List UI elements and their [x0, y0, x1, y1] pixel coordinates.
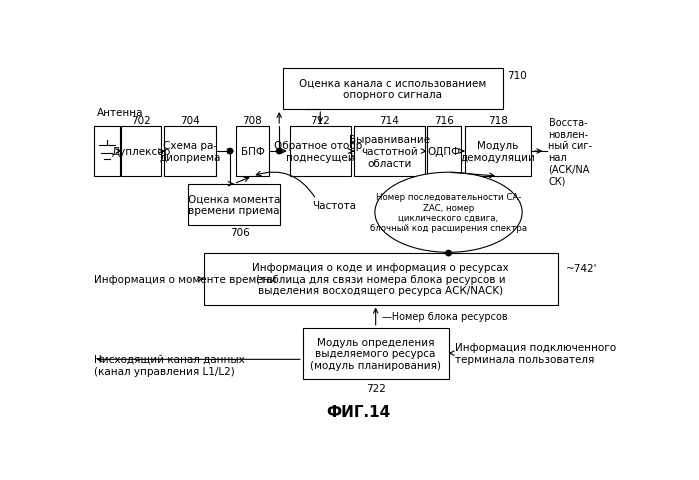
Text: —Номер блока ресурсов: —Номер блока ресурсов	[382, 312, 507, 322]
Circle shape	[446, 251, 452, 256]
Text: Схема ра-
диоприема: Схема ра- диоприема	[159, 141, 221, 163]
Ellipse shape	[375, 173, 522, 253]
Text: 712: 712	[310, 116, 330, 126]
Text: Информация о коде и информация о ресурсах
(таблица для связи номера блока ресурс: Информация о коде и информация о ресурса…	[252, 263, 509, 296]
Circle shape	[227, 149, 233, 155]
Text: Информация о моменте времени: Информация о моменте времени	[94, 274, 276, 284]
FancyBboxPatch shape	[188, 184, 280, 225]
Text: ОДПФ: ОДПФ	[427, 147, 461, 157]
Text: Восста-
новлен-
ный сиг-
нал
(АСК/NA
СК): Восста- новлен- ный сиг- нал (АСК/NA СК)	[549, 118, 593, 186]
FancyBboxPatch shape	[465, 127, 531, 177]
Text: Модуль определения
выделяемого ресурса
(модуль планирования): Модуль определения выделяемого ресурса (…	[310, 337, 441, 370]
FancyBboxPatch shape	[94, 127, 120, 177]
FancyBboxPatch shape	[122, 127, 161, 177]
FancyBboxPatch shape	[427, 127, 461, 177]
Text: Обратное отобр.
поднесущей: Обратное отобр. поднесущей	[275, 141, 366, 163]
Text: Оценка момента
времени приема: Оценка момента времени приема	[187, 194, 280, 216]
Text: 718: 718	[488, 116, 508, 126]
Text: Выравнивание
частотной
области: Выравнивание частотной области	[349, 135, 430, 168]
FancyBboxPatch shape	[164, 127, 216, 177]
Text: 716: 716	[434, 116, 454, 126]
FancyBboxPatch shape	[282, 68, 503, 110]
Text: Модуль
демодуляции: Модуль демодуляции	[461, 141, 535, 163]
Text: Дуплексор: Дуплексор	[112, 147, 171, 157]
FancyBboxPatch shape	[303, 328, 449, 379]
Text: ФИГ.14: ФИГ.14	[326, 405, 390, 420]
Text: Номер последовательности СА-
ZAC, номер
циклического сдвига,
блочный код расшире: Номер последовательности СА- ZAC, номер …	[370, 193, 527, 233]
Text: 706: 706	[230, 228, 250, 238]
Text: БПФ: БПФ	[240, 147, 264, 156]
Text: Антенна: Антенна	[96, 108, 143, 118]
Text: Нисходящий канал данных
(канал управления L1/L2): Нисходящий канал данных (канал управлени…	[94, 354, 245, 376]
FancyBboxPatch shape	[289, 127, 351, 177]
FancyBboxPatch shape	[236, 127, 268, 177]
Circle shape	[277, 149, 282, 155]
FancyBboxPatch shape	[354, 127, 424, 177]
FancyBboxPatch shape	[203, 253, 558, 305]
Text: ~742': ~742'	[565, 264, 597, 274]
Text: 722: 722	[366, 383, 386, 393]
Text: 708: 708	[243, 116, 262, 126]
Text: Частота: Частота	[312, 200, 356, 210]
Text: 702: 702	[131, 116, 151, 126]
Text: 704: 704	[180, 116, 200, 126]
Text: 710: 710	[507, 71, 526, 81]
Text: Информация подключенного
терминала пользователя: Информация подключенного терминала польз…	[455, 343, 616, 364]
Text: Оценка канала с использованием
опорного сигнала: Оценка канала с использованием опорного …	[299, 78, 487, 100]
Text: 714: 714	[380, 116, 399, 126]
